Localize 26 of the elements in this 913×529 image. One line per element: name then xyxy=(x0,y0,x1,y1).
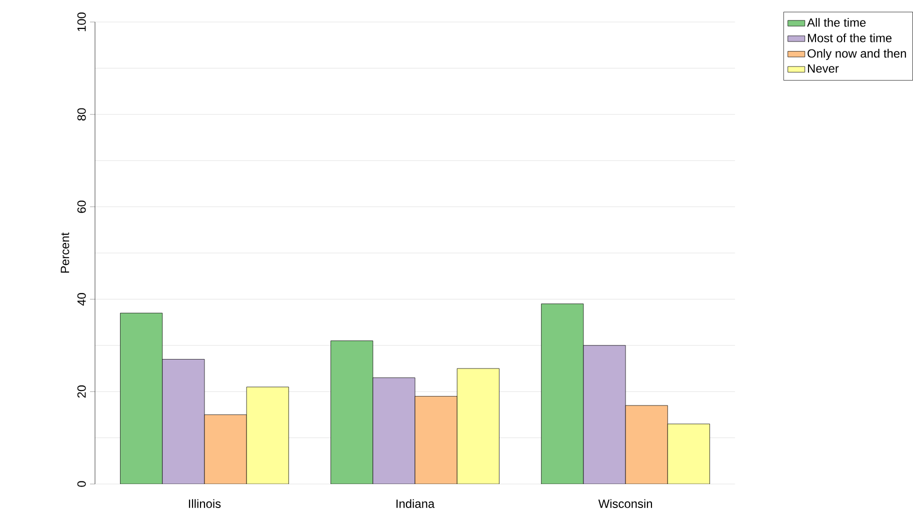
x-tick-label: Illinois xyxy=(188,499,221,508)
y-tick-label: 60 xyxy=(77,200,86,213)
bar xyxy=(625,405,668,484)
legend-label: Most of the time xyxy=(808,33,892,42)
bar xyxy=(415,396,458,484)
y-tick-label: 20 xyxy=(77,385,86,398)
bar xyxy=(457,368,500,484)
bar xyxy=(541,304,584,484)
x-tick-label: Indiana xyxy=(396,499,435,508)
legend-label: Never xyxy=(808,64,839,73)
bar xyxy=(162,359,205,484)
bar xyxy=(120,312,163,484)
y-tick-label: 40 xyxy=(77,293,86,306)
bar xyxy=(667,424,710,484)
bar xyxy=(330,340,373,484)
y-tick-label: 80 xyxy=(77,108,86,121)
y-tick-label: 0 xyxy=(77,481,86,487)
y-axis-title: Percent xyxy=(60,232,70,273)
legend-label: All the time xyxy=(807,18,866,27)
x-tick-label: Wisconsin xyxy=(598,499,652,508)
y-tick-label: 100 xyxy=(77,12,86,32)
bar xyxy=(204,414,247,484)
bar xyxy=(583,345,626,484)
legend-label: Only now and then xyxy=(808,48,906,60)
bar xyxy=(372,378,416,484)
bar xyxy=(246,386,289,484)
